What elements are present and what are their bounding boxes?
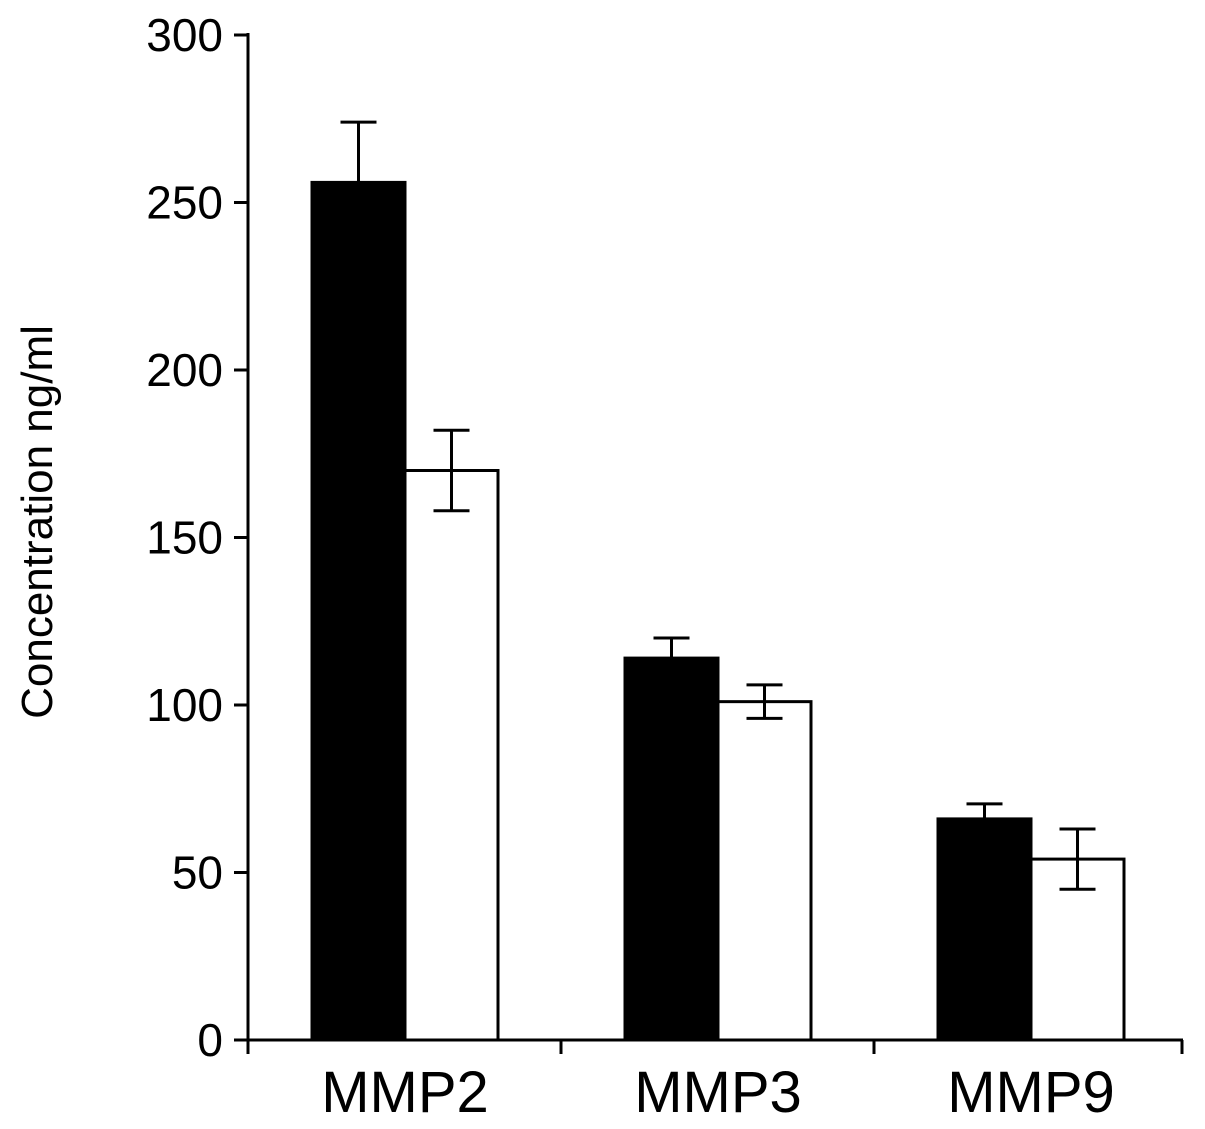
y-ticks-group: 0 50 100 150 200 250 300 [146,9,248,1066]
x-category-label-mmp2: MMP2 [321,1060,489,1125]
error-bars-group [340,120,1096,891]
y-tick-label-100: 100 [146,679,223,731]
y-tick-label-0: 0 [197,1014,223,1066]
x-category-label-mmp9: MMP9 [947,1060,1115,1125]
y-tick-label-250: 250 [146,177,223,229]
y-tick-label-50: 50 [172,847,223,899]
bar-mmp3-series-2 [716,700,813,1042]
bar-mmp2-series-1 [310,180,407,1042]
bar-mmp9-series-1 [936,817,1033,1042]
y-axis-title: Concentration ng/ml [13,325,62,719]
bar-mmp3-series-1 [623,656,720,1042]
x-labels-group: MMP2 MMP3 MMP9 [321,1060,1115,1125]
y-tick-label-200: 200 [146,344,223,396]
x-category-label-mmp3: MMP3 [634,1060,802,1125]
y-tick-label-300: 300 [146,9,223,61]
bar-mmp2-series-2 [403,469,500,1042]
bars-group [310,180,1126,1042]
y-tick-label-150: 150 [146,512,223,564]
